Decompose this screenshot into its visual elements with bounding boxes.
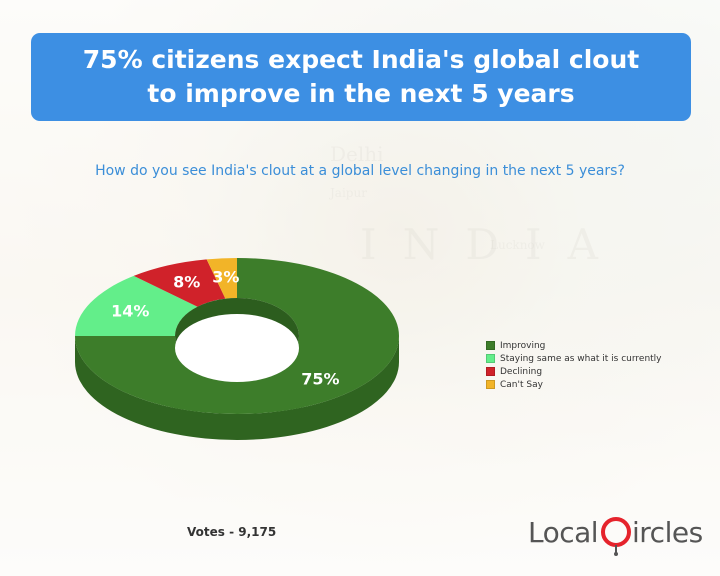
chart-labels: 75% 14% 8% 3%: [111, 267, 340, 388]
data-label-cant-say: 3%: [212, 267, 239, 286]
legend-item-cant-say: Can't Say: [486, 378, 662, 391]
data-label-staying-same: 14%: [111, 301, 149, 320]
legend-swatch-declining: [486, 367, 495, 376]
chart-3d-sides: [75, 336, 399, 440]
location-pin-icon: [601, 517, 631, 556]
chart-hole: [175, 298, 299, 382]
slice-side-improving: [75, 336, 399, 440]
brand-text-circles: ircles: [632, 516, 703, 549]
chart-slices: [75, 258, 399, 414]
chart-legend: Improving Staying same as what it is cur…: [486, 339, 662, 391]
slice-improving: [75, 258, 399, 414]
legend-swatch-cant-say: [486, 380, 495, 389]
hole-floor: [175, 314, 299, 382]
legend-label-improving: Improving: [500, 340, 546, 351]
slice-staying-same: [75, 275, 198, 336]
legend-label-declining: Declining: [500, 366, 543, 377]
votes-count: Votes - 9,175: [187, 525, 277, 539]
slice-cant-say: [206, 258, 237, 299]
data-label-declining: 8%: [173, 273, 200, 292]
legend-label-cant-say: Can't Say: [500, 379, 543, 390]
slice-declining: [133, 259, 226, 307]
data-label-improving: 75%: [301, 369, 339, 388]
title-banner: 75% citizens expect India's global clout…: [31, 33, 691, 121]
legend-swatch-staying-same: [486, 354, 495, 363]
legend-item-staying-same: Staying same as what it is currently: [486, 352, 662, 365]
legend-swatch-improving: [486, 341, 495, 350]
legend-item-declining: Declining: [486, 365, 662, 378]
legend-item-improving: Improving: [486, 339, 662, 352]
brand-logo: Local ircles: [528, 512, 708, 556]
brand-text-local: Local: [528, 516, 599, 549]
legend-label-staying-same: Staying same as what it is currently: [500, 353, 662, 364]
survey-question: How do you see India's clout at a global…: [95, 163, 625, 179]
page-title: 75% citizens expect India's global clout…: [82, 45, 640, 108]
